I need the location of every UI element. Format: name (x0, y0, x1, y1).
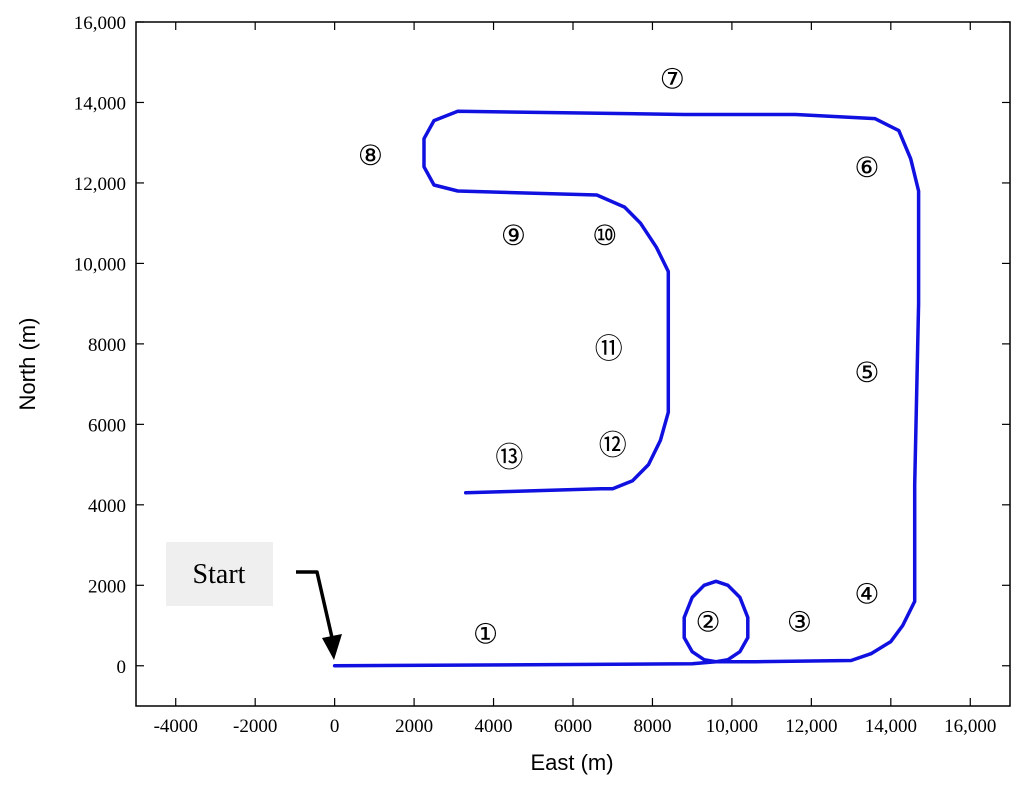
segment-markers: ① ② ③ ④ ⑤ ⑥ ⑦ ⑧ ⑨ ⑩ ⑪ ⑫ ⑬ (358, 62, 880, 650)
x-tick-label: 8000 (633, 716, 671, 737)
start-label-box (166, 542, 273, 606)
x-tick-label: 4000 (475, 716, 513, 737)
segment-marker: ④ (854, 577, 879, 610)
y-tick-label: 6000 (88, 415, 126, 436)
segment-marker: ⑫ (599, 428, 627, 461)
x-tick-label: 12,000 (785, 716, 837, 737)
segment-marker: ③ (787, 606, 812, 639)
segment-marker: ⑨ (501, 219, 526, 252)
y-tick-label: 12,000 (74, 174, 126, 195)
y-tick-label: 2000 (88, 576, 126, 597)
start-arrow-shaft (296, 570, 335, 643)
x-tick-label: -2000 (233, 716, 277, 737)
segment-marker: ⑧ (358, 139, 383, 172)
segment-marker: ⑤ (854, 356, 879, 389)
segment-marker: ⑥ (854, 151, 879, 184)
x-axis-title: East (m) (530, 750, 613, 775)
y-axis-title: North (m) (15, 318, 40, 411)
y-tick-label: 8000 (88, 335, 126, 356)
trajectory-line (332, 109, 921, 668)
x-tick-label: 14,000 (865, 716, 917, 737)
segment-marker: ① (473, 618, 498, 651)
start-label: Start (193, 559, 246, 590)
segment-marker: ⑩ (592, 219, 617, 252)
x-tick-label: 2000 (395, 716, 433, 737)
x-tick-label: 6000 (554, 716, 592, 737)
x-tick-label: 0 (330, 716, 340, 737)
y-tick-label: 16,000 (74, 13, 126, 34)
tick-labels: -4000 -2000 0 2000 4000 6000 8000 10,000 12,000 1… (74, 13, 997, 737)
segment-marker: ② (696, 606, 721, 639)
x-tick-label: 10,000 (706, 716, 758, 737)
y-tick-label: 0 (117, 657, 127, 678)
y-tick-label: 10,000 (74, 254, 126, 275)
x-tick-label: 16,000 (944, 716, 996, 737)
x-tick-label: -4000 (154, 716, 198, 737)
start-callout: Start (166, 542, 342, 660)
y-tick-label: 14,000 (74, 93, 126, 114)
y-tick-label: 4000 (88, 496, 126, 517)
start-arrow-head (322, 634, 342, 660)
segment-marker: ⑬ (495, 441, 523, 474)
segment-marker: ⑦ (660, 62, 685, 95)
segment-marker: ⑪ (595, 332, 623, 365)
axis-ticks (136, 21, 1010, 706)
